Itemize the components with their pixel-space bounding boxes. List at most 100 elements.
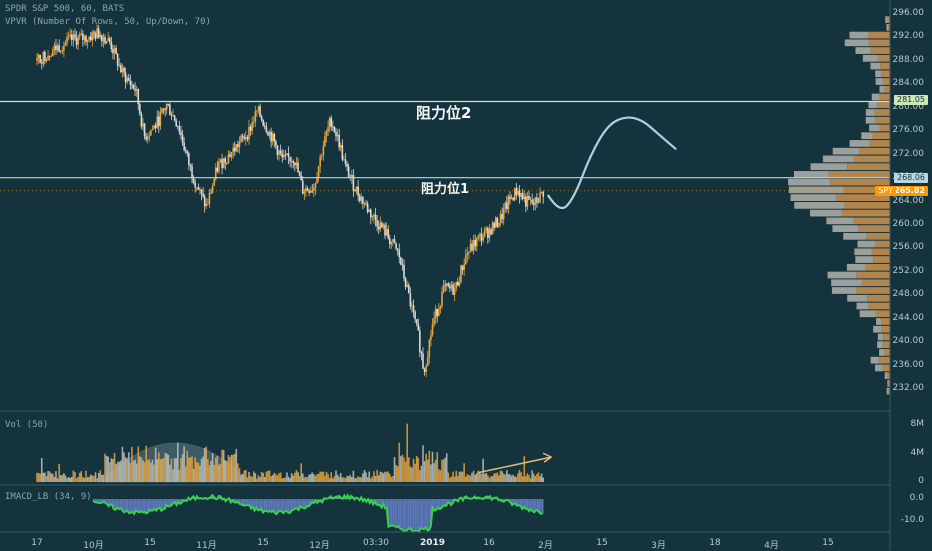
volume-bar [229,457,231,482]
vpvr-row-down [876,78,883,85]
candle-body [106,41,108,43]
macd-bar [303,499,305,508]
volume-bar [345,478,347,482]
candle-body [289,157,291,161]
candle-body [57,45,59,50]
volume-bar [76,478,78,482]
volume-bar [459,472,461,482]
candle-body [436,309,438,316]
vpvr-row-up [844,202,890,209]
candle-body [114,48,116,53]
candle-body [213,179,215,186]
candle-body [305,188,307,192]
volume-bar [523,456,525,482]
vpvr-row-down [811,163,848,170]
volume-bar [194,457,196,482]
volume-bar [354,478,356,482]
volume-bar [402,455,404,482]
candle-body [503,209,505,220]
vpvr-row-down [860,310,876,317]
projection-curve [548,118,675,208]
candle-body [417,323,419,330]
volume-bar [247,477,249,482]
vpvr-row-down [876,318,881,325]
volume-bar [186,451,188,482]
volume-bar [538,472,540,482]
candle-body [474,240,476,246]
volume-bar [425,454,427,482]
candle-body [163,108,165,109]
vpvr-row-up [881,70,890,77]
volume-bar [361,477,363,482]
candle-body [536,197,538,202]
volume-bar [463,463,465,482]
time-tick-label: 17 [31,538,42,548]
volume-bar [348,476,350,482]
candle-body [501,214,503,219]
candle-body [43,52,45,64]
price-tick-label: 296.00 [893,8,925,18]
volume-bar [123,452,125,482]
volume-bar [435,460,437,482]
vpvr-row-down [833,148,859,155]
candle-body [205,204,207,206]
volume-bar [149,459,151,482]
volume-bar [508,474,510,482]
candle-body [318,167,320,178]
macd-bar [264,499,266,511]
candle-body [459,282,461,286]
candle-body [508,196,510,209]
candle-body [104,37,106,43]
candle-body [367,204,369,212]
time-tick-label: 16 [483,538,494,548]
candle-body [98,28,100,37]
candle-body [504,203,506,209]
volume-bar [294,473,296,482]
tag-spy-price: 265.82 [891,186,928,196]
vpvr-row-down [875,365,882,372]
volume-bar [395,465,397,482]
resistance-1-label: 阻力位1 [421,178,469,197]
macd-bar [410,499,412,528]
candle-body [255,111,257,122]
volume-bar [245,470,247,482]
volume-bar [188,457,190,482]
candle-body [419,330,421,352]
candle-body [391,242,393,244]
vpvr-row-up [870,47,890,54]
macd-bar [408,499,410,529]
volume-bar [329,478,331,482]
candle-body [285,155,287,156]
volume-bar [403,457,405,482]
macd-bar [527,499,529,508]
macd-bar [393,499,395,526]
volume-bar [160,459,162,482]
candle-body [465,256,467,265]
candle-body [470,244,472,252]
vpvr-row-down [788,179,830,186]
volume-bar [465,477,467,482]
macd-bar [127,499,129,511]
macd-bar [427,499,429,530]
vpvr-row-down [887,380,888,387]
macd-bar [154,499,156,509]
candle-body [281,153,283,157]
vpvr-row-up [884,349,890,356]
vpvr-row-down [845,39,869,46]
candle-body [334,127,336,132]
macd-bar [132,499,134,512]
volume-bar [503,474,505,482]
candle-body [136,89,138,91]
volume-bar [68,477,70,482]
candle-body [449,286,451,288]
candle-body [430,335,432,340]
candle-body [49,56,51,57]
macd-bar [286,499,288,511]
macd-bar [535,499,537,510]
vpvr-row-up [875,117,890,124]
candle-body [511,198,513,199]
volume-bar [422,445,424,482]
tag-spy-symbol: SPY [875,186,896,196]
vpvr-row-up [885,86,890,93]
